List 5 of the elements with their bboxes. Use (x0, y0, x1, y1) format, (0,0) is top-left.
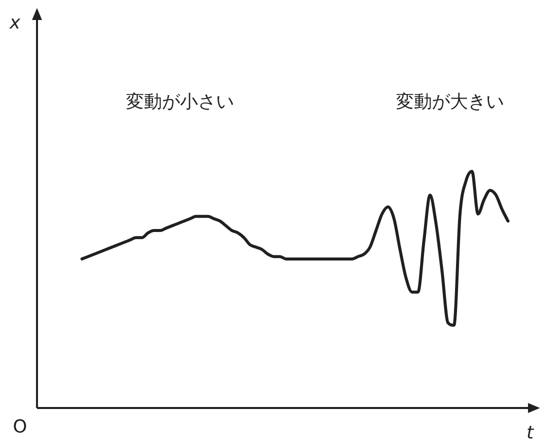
text: 変動が大きい (396, 92, 504, 113)
text: x (8, 12, 21, 34)
text: 変動が小さい (126, 92, 234, 113)
text: O (12, 416, 28, 438)
x-axis-title: t (526, 422, 534, 444)
